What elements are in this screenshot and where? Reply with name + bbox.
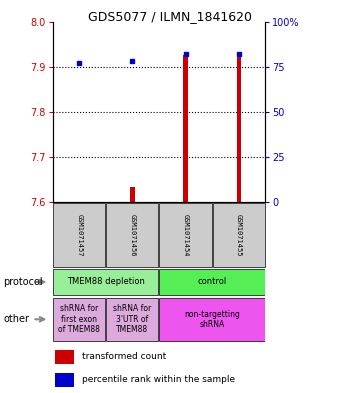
Text: GDS5077 / ILMN_1841620: GDS5077 / ILMN_1841620 [88, 10, 252, 23]
Text: control: control [198, 277, 227, 286]
Text: shRNA for
3'UTR of
TMEM88: shRNA for 3'UTR of TMEM88 [113, 305, 152, 334]
Text: other: other [3, 314, 29, 324]
Text: percentile rank within the sample: percentile rank within the sample [82, 375, 235, 384]
Text: shRNA for
first exon
of TMEM88: shRNA for first exon of TMEM88 [58, 305, 100, 334]
Bar [53, 298, 105, 341]
Bar [53, 203, 105, 266]
Text: transformed count: transformed count [82, 352, 166, 361]
Bar [183, 55, 188, 202]
Bar [212, 203, 265, 266]
Text: GSM1071455: GSM1071455 [236, 213, 242, 256]
Bar [159, 298, 265, 341]
Bar [237, 57, 241, 202]
Text: GSM1071456: GSM1071456 [130, 213, 135, 256]
Bar [106, 203, 158, 266]
Bar [106, 298, 158, 341]
Text: TMEM88 depletion: TMEM88 depletion [67, 277, 145, 286]
Bar [159, 269, 265, 295]
Bar [159, 203, 211, 266]
Bar [55, 373, 74, 387]
Bar [53, 269, 158, 295]
Bar [55, 350, 74, 364]
Text: protocol: protocol [3, 277, 43, 287]
Bar [130, 187, 135, 202]
Text: GSM1071457: GSM1071457 [76, 213, 82, 256]
Text: GSM1071454: GSM1071454 [183, 213, 188, 256]
Text: non-targetting
shRNA: non-targetting shRNA [184, 310, 240, 329]
